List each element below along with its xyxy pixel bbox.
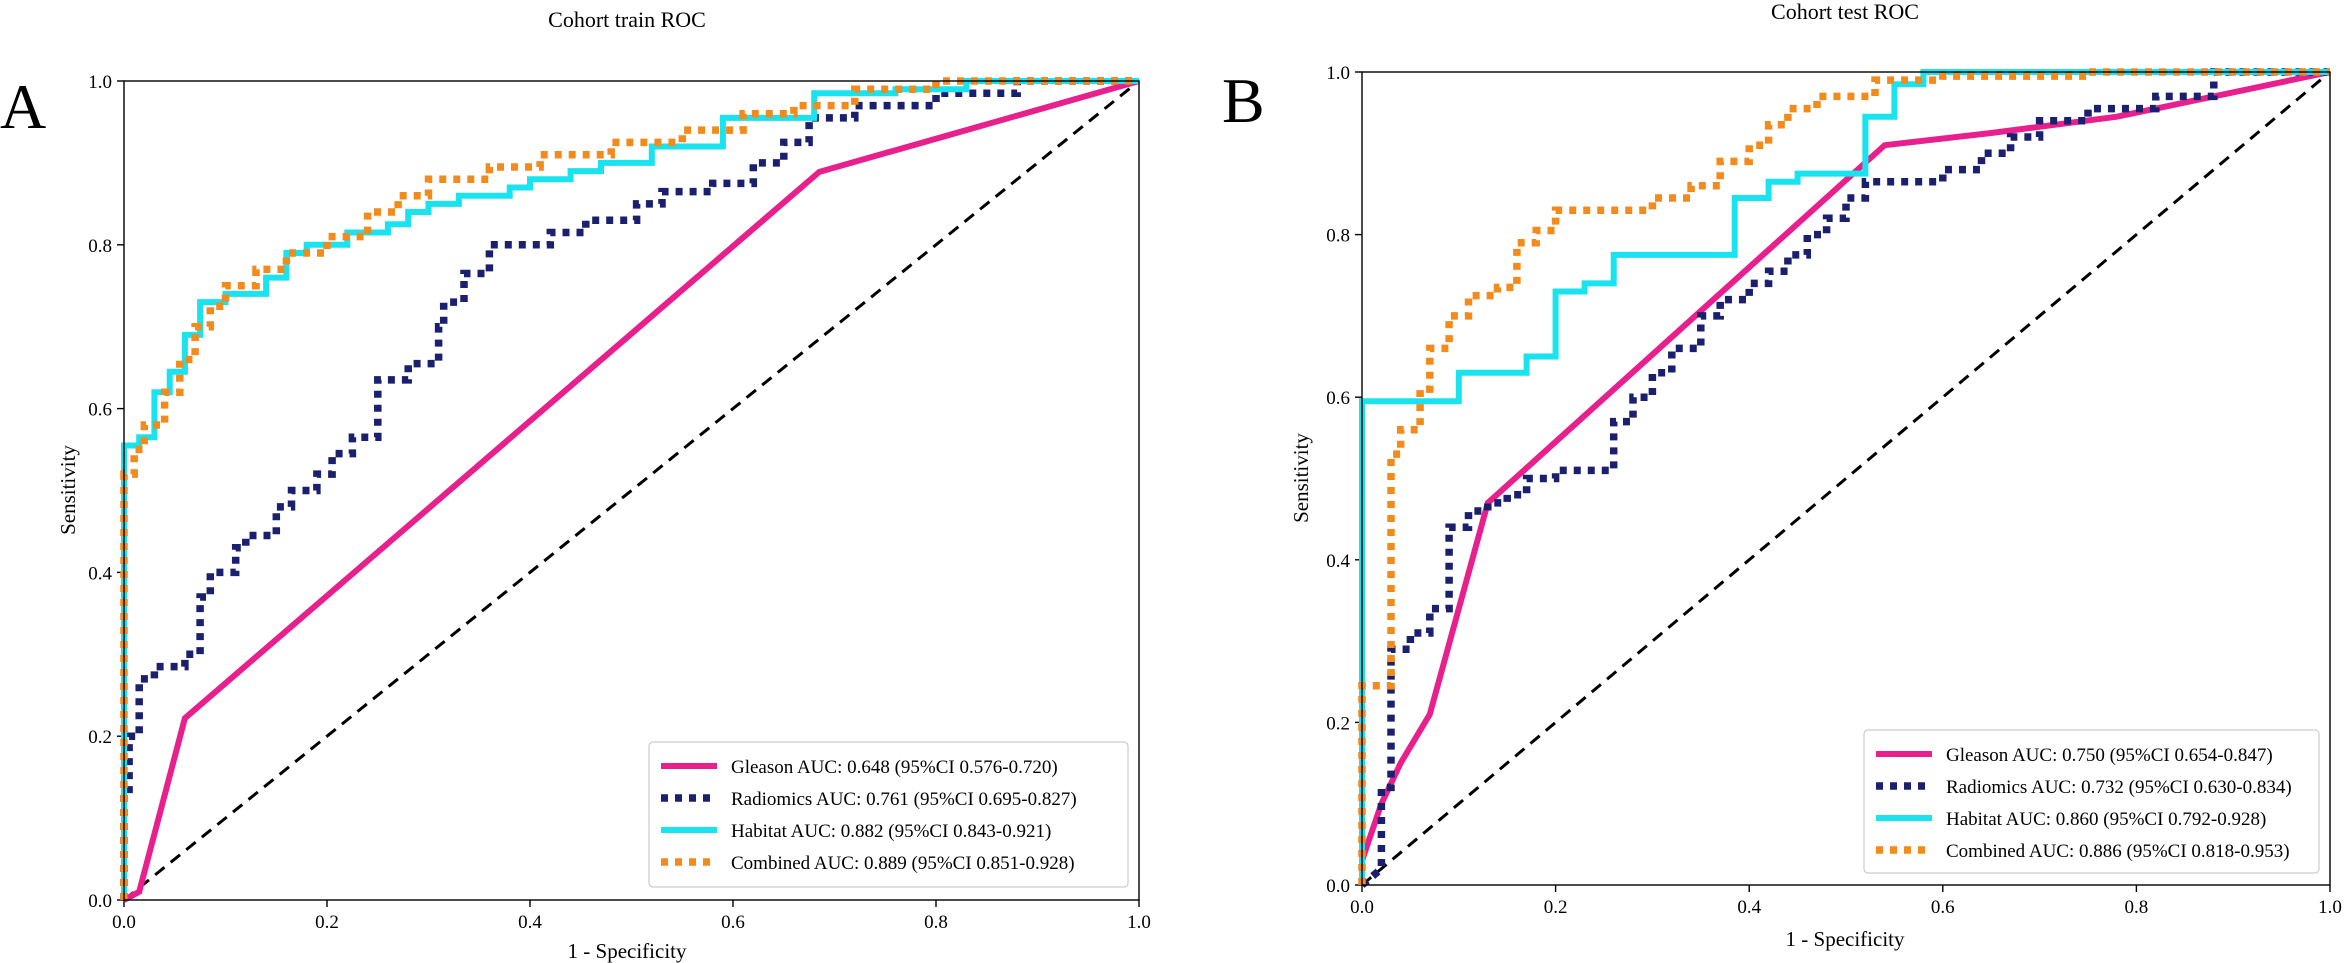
y-tick-label-train: 0.0 [88, 891, 112, 912]
chance-diagonal-test [1361, 70, 2331, 887]
x-axis-label-train: 1 - Specificity [568, 939, 687, 963]
legend-label-combined-train: Combined AUC: 0.889 (95%CI 0.851-0.928) [731, 853, 1075, 874]
chart-title-test: Cohort test ROC [1771, 0, 1919, 24]
legend-box-test [1863, 729, 2320, 874]
y-tick-label-test: 0.0 [1326, 876, 1350, 897]
diagonal-group-train [123, 79, 1140, 902]
y-tick-label-train: 0.8 [88, 236, 112, 257]
tick-group-train: 0.0 0.2 0.4 0.6 0.8 1.0 0.0 0.2 0.4 0.6 0.8 1.0 [88, 72, 1151, 933]
panel-letter-a: A [0, 71, 46, 142]
plot-frame-test [1361, 71, 2331, 886]
y-tick-label-train: 0.6 [88, 400, 112, 421]
y-tick-label-test: 0.8 [1326, 226, 1350, 247]
x-tick-label-train: 1.0 [1127, 912, 1151, 933]
roc-curve-radiomics-train [120, 77, 1139, 900]
y-tick-label-test: 0.2 [1326, 713, 1350, 734]
legend-test: Gleason AUC: 0.750 (95%CI 0.654-0.847) Ra… [1863, 729, 2320, 874]
legend-label-radiomics-test: Radiomics AUC: 0.732 (95%CI 0.630-0.834) [1946, 777, 2292, 798]
legend-label-gleason-train: Gleason AUC: 0.648 (95%CI 0.576-0.720) [731, 757, 1058, 778]
x-tick-label-train: 0.6 [721, 912, 745, 933]
diagonal-group-test [1361, 70, 2331, 887]
series-group-test [1358, 68, 2331, 888]
plot-frame-train [123, 80, 1140, 901]
y-axis-label-test: Sensitivity [1289, 433, 1313, 523]
x-tick-label-train: 0.8 [924, 912, 948, 933]
y-tick-label-train: 0.2 [88, 727, 112, 748]
x-tick-label-test: 0.2 [1544, 897, 1568, 918]
roc-curve-radiomics-test [1359, 68, 2330, 888]
y-tick-label-test: 0.4 [1326, 551, 1350, 572]
chance-diagonal-train [123, 79, 1140, 902]
x-tick-label-train: 0.0 [112, 912, 136, 933]
roc-curve-habitat-test [1359, 69, 2330, 885]
legend-label-habitat-test: Habitat AUC: 0.860 (95%CI 0.792-0.928) [1946, 809, 2266, 830]
y-tick-label-test: 0.6 [1326, 388, 1350, 409]
legend-label-radiomics-train: Radiomics AUC: 0.761 (95%CI 0.695-0.827) [731, 789, 1077, 810]
legend-label-combined-test: Combined AUC: 0.886 (95%CI 0.818-0.953) [1946, 841, 2290, 862]
roc-curve-gleason-train [122, 78, 1140, 903]
x-tick-label-test: 0.4 [1737, 897, 1761, 918]
roc-curve-combined-test [1358, 68, 2330, 885]
y-tick-label-test: 1.0 [1326, 63, 1350, 84]
panel-a: A Cohort train ROC 1 - Specificity Sensi… [0, 7, 1151, 963]
y-tick-label-train: 1.0 [88, 72, 112, 93]
x-tick-label-test: 0.8 [2125, 897, 2149, 918]
y-tick-label-train: 0.4 [88, 563, 112, 584]
tick-group-test: 0.0 0.2 0.4 0.6 0.8 1.0 0.0 0.2 0.4 0.6 0.8 1.0 [1326, 63, 2342, 918]
panel-letter-b: B [1222, 65, 1265, 136]
series-group-train [120, 77, 1140, 903]
x-tick-label-train: 0.2 [315, 912, 339, 933]
legend-train: Gleason AUC: 0.648 (95%CI 0.576-0.720) Ra… [648, 741, 1129, 888]
x-tick-label-test: 1.0 [2318, 897, 2342, 918]
chart-title-train: Cohort train ROC [548, 7, 706, 32]
x-tick-label-test: 0.6 [1931, 897, 1955, 918]
legend-box-train [648, 741, 1129, 888]
roc-curve-habitat-train [121, 78, 1139, 900]
x-axis-label-test: 1 - Specificity [1786, 927, 1905, 951]
panel-b: B Cohort test ROC 1 - Specificity Sensit… [1222, 0, 2342, 951]
x-tick-label-test: 0.0 [1350, 897, 1374, 918]
legend-label-gleason-test: Gleason AUC: 0.750 (95%CI 0.654-0.847) [1946, 745, 2273, 766]
y-axis-label-train: Sensitivity [56, 445, 80, 535]
legend-label-habitat-train: Habitat AUC: 0.882 (95%CI 0.843-0.921) [731, 821, 1051, 842]
x-tick-label-train: 0.4 [518, 912, 542, 933]
